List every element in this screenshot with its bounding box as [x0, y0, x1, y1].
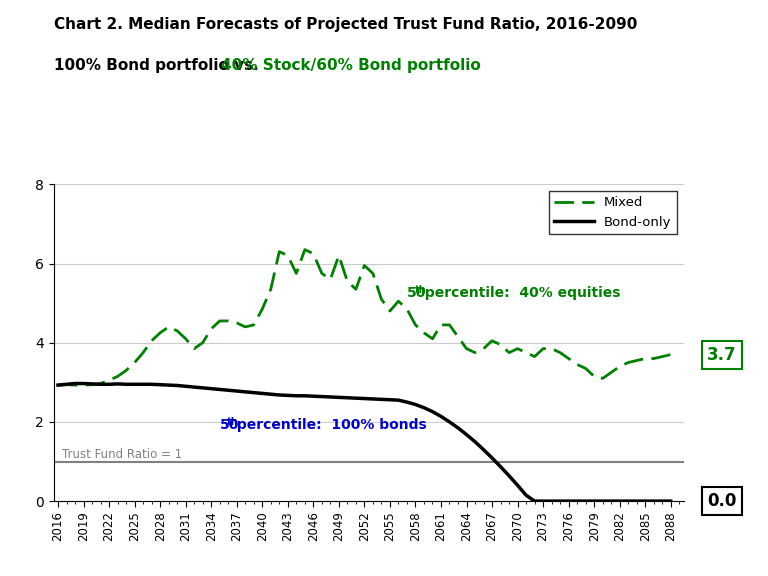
- Text: 50: 50: [407, 286, 426, 300]
- Text: 50: 50: [220, 418, 239, 432]
- Text: th: th: [415, 285, 426, 295]
- Text: 3.7: 3.7: [707, 346, 737, 363]
- Text: 0.0: 0.0: [707, 492, 737, 510]
- Text: percentile:  100% bonds: percentile: 100% bonds: [233, 418, 427, 432]
- Text: Trust Fund Ratio = 1: Trust Fund Ratio = 1: [62, 448, 182, 461]
- Text: th: th: [227, 417, 239, 427]
- Text: 100% Bond portfolio vs.: 100% Bond portfolio vs.: [54, 58, 263, 73]
- Text: percentile:  40% equities: percentile: 40% equities: [419, 286, 621, 300]
- Legend: Mixed, Bond-only: Mixed, Bond-only: [548, 191, 677, 234]
- Text: 40% Stock/60% Bond portfolio: 40% Stock/60% Bond portfolio: [221, 58, 481, 73]
- Text: Chart 2. Median Forecasts of Projected Trust Fund Ratio, 2016-2090: Chart 2. Median Forecasts of Projected T…: [54, 17, 637, 32]
